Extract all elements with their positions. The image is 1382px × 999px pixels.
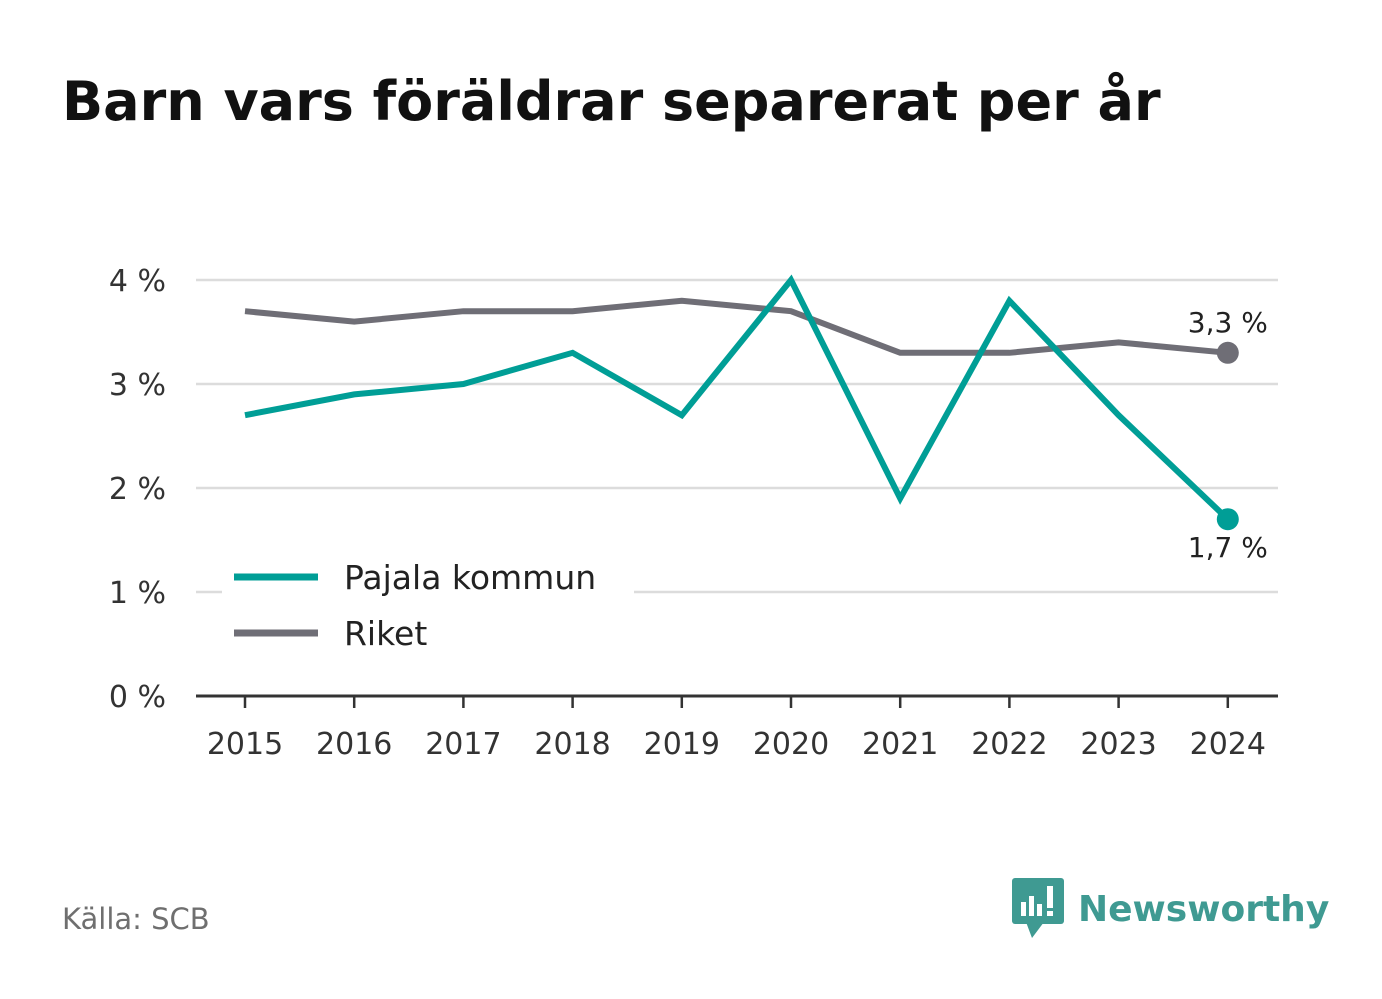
x-tick-label: 2021 xyxy=(862,727,938,762)
series-line-riket xyxy=(244,297,1229,356)
line-chart: 0 % 1 % 2 % 3 % 4 % 2015 2016 2017 2018 2019 2020 2… xyxy=(109,264,1278,762)
axes: 0 % 1 % 2 % 3 % 4 % 2015 2016 2017 2018 2019 2020 2… xyxy=(109,264,1278,762)
x-tick-label: 2016 xyxy=(316,727,392,762)
series-end-point xyxy=(1216,341,1239,364)
x-tick-label: 2017 xyxy=(425,727,501,762)
series-lines xyxy=(244,274,1239,531)
x-tick-label: 2023 xyxy=(1080,727,1156,762)
legend: Pajala kommun Riket xyxy=(222,548,634,664)
x-tick-label: 2024 xyxy=(1190,727,1266,762)
x-tick-label: 2022 xyxy=(971,727,1047,762)
brand-logo: Newsworthy xyxy=(1012,878,1329,940)
legend-background xyxy=(222,548,634,664)
x-tick-label: 2020 xyxy=(753,727,829,762)
y-tick-label: 3 % xyxy=(109,368,166,403)
x-tick-label: 2015 xyxy=(207,727,283,762)
legend-label: Pajala kommun xyxy=(344,558,596,597)
end-labels: 3,3 % 1,7 % xyxy=(1188,306,1268,564)
end-label-riket: 3,3 % xyxy=(1188,306,1268,339)
newsworthy-logo-icon xyxy=(1012,878,1064,938)
x-tick-label: 2018 xyxy=(534,727,610,762)
gridlines xyxy=(196,278,1278,594)
legend-label: Riket xyxy=(344,614,427,653)
end-label-pajala: 1,7 % xyxy=(1188,531,1268,564)
y-tick-label: 0 % xyxy=(109,680,166,715)
source-note: Källa: SCB xyxy=(62,902,210,936)
chart-title: Barn vars föräldrar separerat per år xyxy=(62,70,1161,133)
brand-name: Newsworthy xyxy=(1078,888,1330,930)
y-tick-label: 2 % xyxy=(109,472,166,507)
x-tick-label: 2019 xyxy=(644,727,720,762)
y-tick-label: 4 % xyxy=(109,264,166,299)
series-end-point xyxy=(1216,508,1239,531)
series-line-pajala-kommun xyxy=(244,274,1230,522)
y-tick-label: 1 % xyxy=(109,576,166,611)
